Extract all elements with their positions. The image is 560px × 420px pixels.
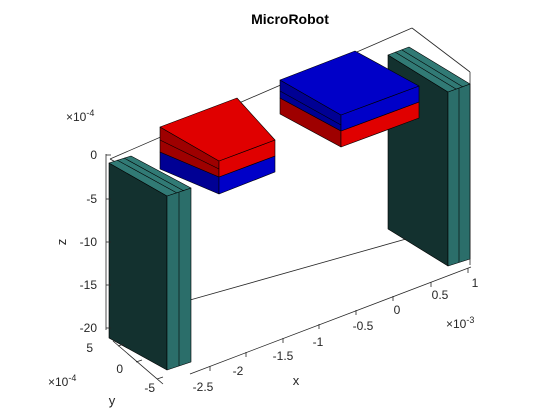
y-tick-label: -5 xyxy=(144,381,155,395)
x-axis-exponent: ×10-3 xyxy=(446,315,474,331)
right-magnet-blue-top xyxy=(279,50,420,116)
y-tick-mark-1 xyxy=(135,359,143,363)
y-tick-label: 5 xyxy=(86,341,93,355)
y-tick-mark-2 xyxy=(156,376,164,380)
x-axis-line xyxy=(189,266,472,375)
z-tick-label: -10 xyxy=(80,235,98,249)
y-axis-line xyxy=(112,340,164,385)
x-tick-label: -2 xyxy=(233,364,244,378)
right-magnet xyxy=(279,50,420,148)
y-axis-label: y xyxy=(109,393,116,408)
left-pillar-top-line-a xyxy=(116,159,178,194)
left-magnet xyxy=(159,97,276,195)
right-pillar-top-line-a xyxy=(394,51,457,90)
y-axis: 5 0 -5 y ×10-4 xyxy=(48,340,164,408)
x-axis-label: x xyxy=(293,373,300,388)
z-axis-label: z xyxy=(54,239,69,246)
left-pillar xyxy=(108,155,192,371)
z-tick-label: -5 xyxy=(86,192,97,206)
x-tick-label: 0.5 xyxy=(432,288,449,302)
z-tick-label: 0 xyxy=(90,148,97,162)
z-tick-label: -15 xyxy=(80,278,98,292)
box-edge-back-bottom xyxy=(189,227,446,301)
y-tick-label: 0 xyxy=(116,362,123,376)
left-pillar-top-line-b xyxy=(123,157,185,192)
x-tick-label: -1.5 xyxy=(273,349,294,363)
right-pillar-top-line-b xyxy=(401,49,464,88)
left-pillar-top-face xyxy=(108,155,192,197)
right-pillar-top-face xyxy=(387,46,471,93)
x-tick-label: -0.5 xyxy=(353,319,374,333)
x-tick-label: -2.5 xyxy=(193,380,214,394)
right-magnet-layer-line xyxy=(279,90,342,126)
left-pillar-front-face xyxy=(108,162,168,371)
z-axis-exponent: ×10-4 xyxy=(66,108,94,124)
left-magnet-layer-line xyxy=(159,139,220,170)
left-magnet-red-top xyxy=(159,97,276,162)
x-tick-label: 0 xyxy=(394,303,401,317)
x-tick-label: -1 xyxy=(313,335,324,349)
plot-title: MicroRobot xyxy=(251,11,329,27)
x-axis: -2.5 -2 -1.5 -1 -0.5 0 0.5 1 x ×10-3 xyxy=(189,266,479,394)
x-tick-label: 1 xyxy=(472,276,479,290)
box-edge-right-back xyxy=(411,27,471,73)
z-axis: 0 -5 -10 -15 -20 z ×10-4 xyxy=(54,108,111,335)
y-axis-exponent: ×10-4 xyxy=(48,373,76,389)
z-tick-label: -20 xyxy=(80,321,98,335)
y-tick-mark-0 xyxy=(117,343,125,347)
